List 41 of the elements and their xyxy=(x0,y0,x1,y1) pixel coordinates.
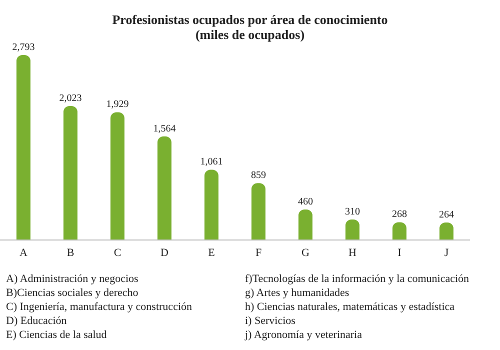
bar xyxy=(392,222,406,240)
text: j) Agronomía y veterinaria xyxy=(245,328,363,342)
data-label: 460 xyxy=(298,196,313,208)
text: g) Artes y humanidades xyxy=(245,286,350,300)
text: A) Administración y negocios xyxy=(6,272,140,286)
bar xyxy=(204,170,218,240)
bar xyxy=(63,106,78,240)
bar xyxy=(16,55,30,240)
text: B)Ciencias sociales y derecho xyxy=(6,286,140,300)
x-tick-label: B xyxy=(66,246,74,259)
data-label: 268 xyxy=(392,209,407,220)
data-label: 1,061 xyxy=(200,156,223,168)
x-tick-label: C xyxy=(114,246,122,259)
text: C) Ingeniería, manufactura y construcción xyxy=(6,300,192,314)
text: f)Tecnologías de la información y la comunicación xyxy=(245,272,470,286)
x-tick-label: F xyxy=(255,246,262,259)
x-tick-label: G xyxy=(302,246,310,259)
x-tick-label: A xyxy=(20,246,28,259)
bar xyxy=(345,219,360,240)
text: E) Ciencias de la salud xyxy=(6,328,108,342)
bar xyxy=(298,210,312,240)
x-tick-label: H xyxy=(348,246,357,259)
x-tick-label: I xyxy=(398,246,402,259)
text: D) Educación xyxy=(6,314,68,328)
text: i) Servicios xyxy=(245,314,296,328)
data-label: 264 xyxy=(438,210,454,221)
data-label: 859 xyxy=(250,170,266,182)
chart-title: Profesionistas ocupados por área de conocimiento (miles de ocupados) xyxy=(111,12,389,42)
data-label: 1,929 xyxy=(106,99,129,110)
data-label: 2,023 xyxy=(59,93,82,104)
data-label: 310 xyxy=(344,206,360,218)
data-label: 1,564 xyxy=(153,123,176,134)
bar xyxy=(439,222,454,240)
x-tick-label: E xyxy=(208,246,216,259)
data-label: 2,793 xyxy=(12,42,35,53)
bar xyxy=(157,136,172,240)
x-tick-label: J xyxy=(444,246,450,259)
x-tick-label: D xyxy=(160,246,169,259)
bar xyxy=(110,112,124,240)
bar xyxy=(251,183,266,240)
text: h) Ciencias naturales, matemáticas y estadística xyxy=(245,300,456,314)
